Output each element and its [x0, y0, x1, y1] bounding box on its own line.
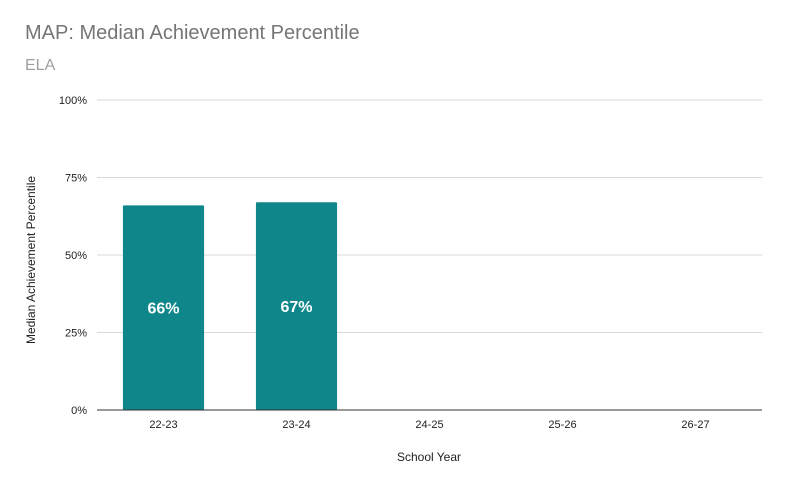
y-tick-label: 25%	[65, 328, 87, 340]
bar	[122, 205, 205, 410]
y-tick-label: 100%	[59, 95, 87, 107]
data-label: 66%	[147, 301, 179, 318]
x-tick-label: 24-25	[415, 419, 443, 431]
data-label: 67%	[280, 299, 312, 316]
chart-title: MAP: Median Achievement Percentile	[25, 22, 360, 44]
y-tick-label: 75%	[65, 173, 87, 185]
gridlines	[97, 99, 762, 333]
bars	[122, 202, 338, 410]
chart-subtitle: ELA	[25, 57, 56, 74]
x-tick-label: 23-24	[282, 419, 310, 431]
y-tick-label: 0%	[71, 405, 87, 417]
x-tick-label: 22-23	[149, 419, 177, 431]
y-axis: 0% 25% 50% 75% 100%	[59, 95, 87, 417]
x-axis-title: School Year	[397, 450, 461, 464]
y-tick-label: 50%	[65, 250, 87, 262]
bar	[255, 202, 338, 410]
data-labels: 66% 67%	[147, 299, 312, 318]
y-axis-title: Median Achievement Percentile	[24, 176, 38, 344]
x-tick-label: 26-27	[681, 419, 709, 431]
x-axis: 22-23 23-24 24-25 25-26 26-27	[97, 409, 762, 431]
x-tick-label: 25-26	[548, 419, 576, 431]
